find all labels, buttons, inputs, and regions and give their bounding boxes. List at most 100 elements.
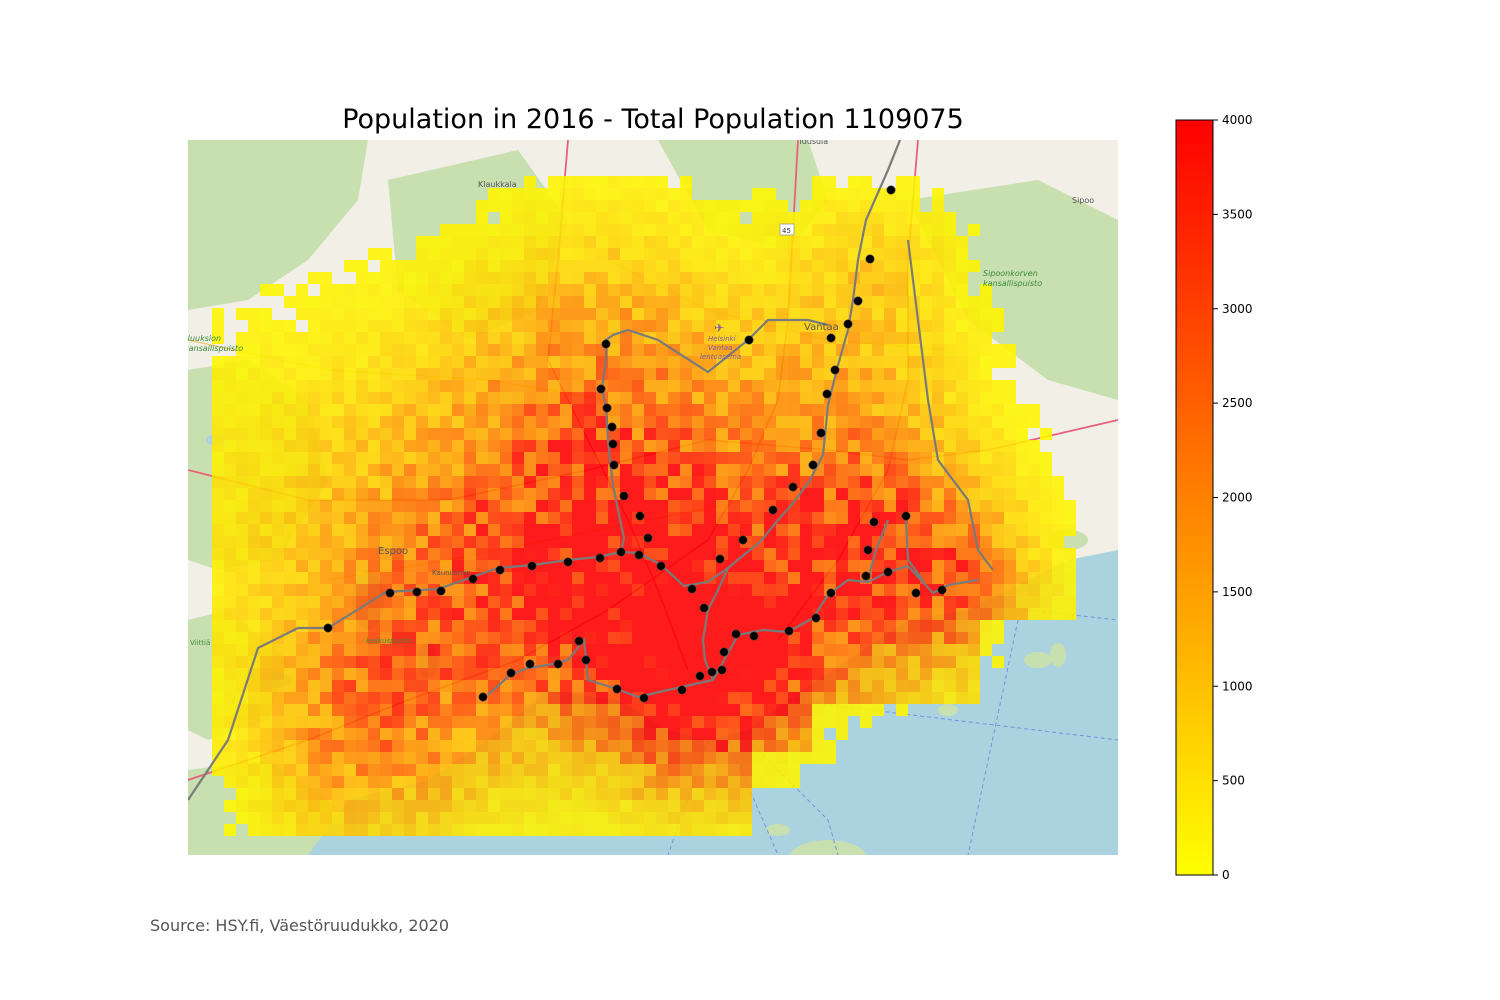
population-cell — [620, 404, 632, 416]
population-cell — [440, 464, 452, 476]
population-cell — [452, 584, 464, 596]
population-cell — [272, 536, 284, 548]
population-cell — [1004, 344, 1016, 356]
population-cell — [356, 284, 368, 296]
population-cell — [812, 308, 824, 320]
population-cell — [692, 560, 704, 572]
population-cell — [788, 260, 800, 272]
population-cell — [368, 416, 380, 428]
population-cell — [788, 500, 800, 512]
population-cell — [740, 524, 752, 536]
population-cell — [224, 608, 236, 620]
population-cell — [572, 320, 584, 332]
population-cell — [728, 200, 740, 212]
population-cell — [440, 764, 452, 776]
population-cell — [800, 716, 812, 728]
population-cell — [536, 512, 548, 524]
population-cell — [560, 536, 572, 548]
population-cell — [368, 404, 380, 416]
population-cell — [260, 500, 272, 512]
population-cell — [812, 380, 824, 392]
population-cell — [596, 464, 608, 476]
population-cell — [860, 596, 872, 608]
population-cell — [308, 572, 320, 584]
population-cell — [680, 392, 692, 404]
population-cell — [392, 284, 404, 296]
population-cell — [872, 308, 884, 320]
population-cell — [884, 584, 896, 596]
population-cell — [740, 392, 752, 404]
population-cell — [392, 728, 404, 740]
population-cell — [308, 452, 320, 464]
population-cell — [284, 500, 296, 512]
population-cell — [524, 488, 536, 500]
population-cell — [644, 356, 656, 368]
population-cell — [1004, 560, 1016, 572]
population-cell — [704, 272, 716, 284]
population-cell — [236, 416, 248, 428]
population-cell — [584, 572, 596, 584]
population-cell — [500, 536, 512, 548]
population-cell — [740, 236, 752, 248]
population-cell — [608, 284, 620, 296]
population-cell — [920, 692, 932, 704]
population-cell — [692, 308, 704, 320]
population-cell — [260, 584, 272, 596]
population-cell — [980, 488, 992, 500]
population-cell — [488, 272, 500, 284]
population-cell — [584, 476, 596, 488]
population-cell — [704, 800, 716, 812]
population-cell — [332, 368, 344, 380]
population-cell — [536, 752, 548, 764]
population-cell — [596, 764, 608, 776]
population-cell — [320, 440, 332, 452]
population-cell — [668, 500, 680, 512]
population-cell — [320, 488, 332, 500]
population-cell — [512, 332, 524, 344]
population-cell — [416, 704, 428, 716]
population-cell — [992, 488, 1004, 500]
population-cell — [380, 368, 392, 380]
population-cell — [692, 764, 704, 776]
population-cell — [536, 716, 548, 728]
population-cell — [980, 392, 992, 404]
population-cell — [644, 440, 656, 452]
population-cell — [656, 440, 668, 452]
population-cell — [728, 260, 740, 272]
population-cell — [596, 512, 608, 524]
population-cell — [860, 308, 872, 320]
population-cell — [800, 512, 812, 524]
population-grid — [212, 176, 1076, 836]
population-cell — [776, 200, 788, 212]
population-cell — [800, 380, 812, 392]
population-cell — [848, 344, 860, 356]
population-cell — [728, 776, 740, 788]
population-cell — [356, 308, 368, 320]
population-cell — [476, 536, 488, 548]
population-cell — [728, 596, 740, 608]
population-cell — [704, 584, 716, 596]
population-cell — [296, 716, 308, 728]
population-cell — [428, 680, 440, 692]
population-cell — [980, 476, 992, 488]
population-cell — [680, 176, 692, 188]
population-cell — [500, 260, 512, 272]
population-cell — [800, 740, 812, 752]
population-cell — [572, 668, 584, 680]
population-cell — [488, 584, 500, 596]
population-cell — [632, 296, 644, 308]
population-cell — [440, 512, 452, 524]
population-cell — [596, 536, 608, 548]
population-cell — [932, 224, 944, 236]
population-cell — [944, 512, 956, 524]
population-cell — [584, 800, 596, 812]
station-marker — [719, 647, 729, 657]
population-cell — [944, 416, 956, 428]
population-cell — [716, 320, 728, 332]
population-cell — [368, 644, 380, 656]
population-cell — [788, 380, 800, 392]
population-cell — [212, 644, 224, 656]
population-cell — [716, 500, 728, 512]
population-cell — [380, 404, 392, 416]
population-cell — [704, 380, 716, 392]
